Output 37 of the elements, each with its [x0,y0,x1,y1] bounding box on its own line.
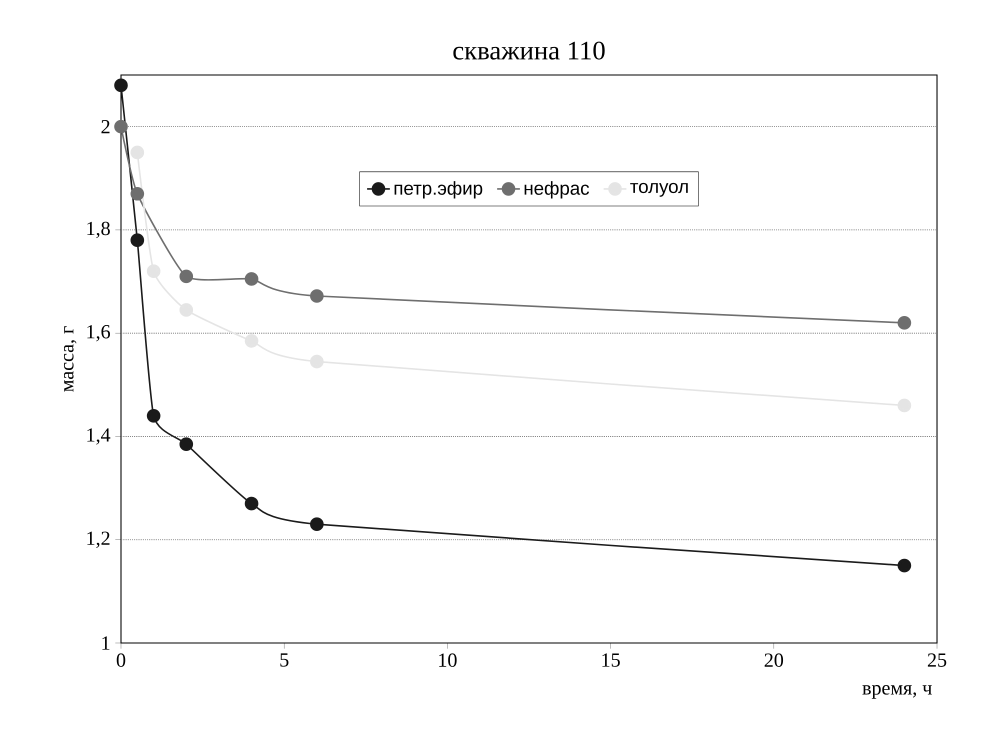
point [130,233,144,248]
y-tick-label: 1,2 [87,532,110,548]
legend-label: нефрас [524,181,590,199]
x-tick-label: 0 [116,653,126,667]
x-tick-label: 20 [764,653,784,667]
point [179,303,194,317]
x-tick-label: 15 [602,653,620,667]
x-tick-label: 5 [280,653,288,667]
point [898,558,912,572]
x-tick-label: 25 [928,653,946,667]
point [310,517,324,532]
point [898,398,912,412]
point [179,437,194,451]
point [114,78,128,92]
legend-label: толуол [630,182,688,197]
point [146,264,160,278]
x-axis-title: время, ч [862,685,932,699]
y-tick-label: 1 [102,636,110,650]
point [310,289,324,303]
point [244,496,258,510]
chart-title: скважина 110 [453,42,605,60]
x-tick-label: 10 [439,653,457,667]
point [310,354,324,368]
point [130,146,144,160]
y-tick-label: 1,6 [87,325,110,342]
legend-label: петр.эфир [394,181,482,199]
point [179,270,194,284]
y-axis-title: масса, г [64,326,76,392]
y-tick-label: 1,4 [87,428,110,445]
point [130,186,144,201]
y-tick-label: 1,8 [87,222,110,238]
point [244,334,258,348]
point [898,316,912,330]
y-tick-label: 2 [101,120,110,134]
point [114,120,128,134]
point [244,272,258,286]
point [146,408,160,423]
